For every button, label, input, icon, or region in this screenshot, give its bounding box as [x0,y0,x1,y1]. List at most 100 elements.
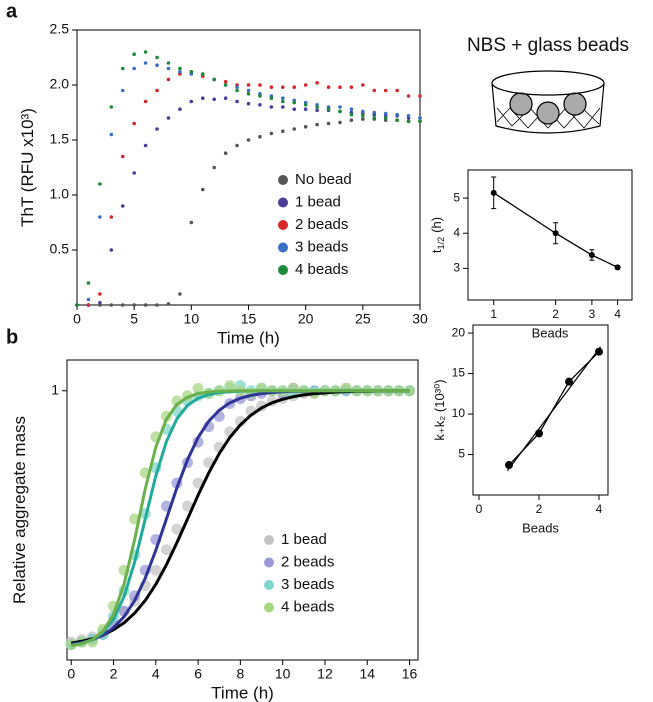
data-point [303,107,308,111]
data-point [361,117,365,121]
legend-label: 1 bead [281,531,327,548]
y-tick-label: 2.5 [50,21,70,37]
y-axis-label-sub: 1/2 [436,237,446,250]
legend-label: 1 bead [295,193,341,210]
data-point [160,544,172,556]
x-tick-label: 5 [130,311,138,327]
data-point [315,81,319,85]
data-point [178,292,182,296]
data-point [258,83,262,87]
plot-frame [66,359,419,661]
x-axis-label: Beads [522,520,559,535]
data-point [372,116,377,120]
data-point [143,143,148,148]
y-tick-label: 15 [452,366,466,380]
data-point [269,105,274,109]
beaker-schematic [491,70,605,134]
x-tick-label: 10 [184,311,200,327]
x-tick-label: 10 [275,666,291,682]
data-point [269,85,274,89]
data-point [361,83,365,87]
legend-swatch [278,220,288,230]
data-point [303,83,308,87]
y-tick-label: 3 [453,261,460,275]
x-tick-label: 12 [317,666,333,682]
data-point [349,85,354,89]
glass-bead [563,92,587,116]
data-point [200,96,205,100]
data-point [281,85,285,89]
x-tick-label: 6 [194,666,202,682]
data-point [166,66,171,71]
data-point [109,105,114,109]
data-point [86,281,91,285]
data-point [143,303,148,307]
beaker-rim [491,70,605,96]
data-point [155,55,159,60]
data-point [155,127,159,131]
data-point [132,121,136,126]
y-tick-label: 20 [452,325,466,339]
data-point [349,118,354,122]
data-point [189,220,194,225]
data-point [224,380,236,392]
data-point [223,151,228,155]
data-point [490,189,497,196]
x-tick-label: 3 [589,307,596,321]
y-tick-label: 1.0 [50,186,70,202]
legend-swatch [264,557,274,568]
data-point [120,66,125,71]
data-point [109,215,114,219]
x-axis-label: Time (h) [217,328,280,347]
legend-label: 2 beads [281,553,334,570]
x-tick-label: 2 [110,666,118,682]
y-tick-label: 10 [452,406,466,420]
data-point [395,118,399,122]
x-tick-label: 4 [152,666,160,682]
plot-frame [76,29,421,306]
data-point [565,377,573,386]
y-axis-label-unit: (h) [429,217,444,233]
x-tick-label: 0 [476,502,483,516]
data-point [212,97,216,102]
data-point [418,116,422,120]
data-point [143,50,148,54]
glass-bead [536,101,560,125]
data-point [292,85,297,89]
legend-label: 4 beads [281,598,334,615]
data-point [246,83,251,87]
data-point [338,120,342,125]
data-point [326,121,331,126]
data-point [178,66,182,71]
legend-swatch [264,535,274,545]
data-point [338,85,342,89]
data-point [182,500,194,512]
data-point [120,154,125,159]
data-point [246,101,251,106]
y-axis-label-main: t [429,249,444,253]
data-point [132,303,136,307]
y-axis-label: ThT (RFU x10³) [18,108,37,227]
data-point [189,70,194,74]
y-tick-label: 2.0 [50,76,70,92]
panel-label: b [6,326,18,348]
data-point [349,107,354,111]
x-tick-label: 4 [596,502,603,516]
legend-swatch [264,602,274,613]
data-point [223,96,228,100]
y-tick-label: 4 [453,225,460,239]
data-point [246,92,251,96]
data-point [189,99,194,104]
x-tick-label: 8 [236,666,244,682]
y-tick-label: 1 [51,381,59,397]
data-point [132,52,136,56]
data-point [595,347,603,356]
data-point [98,292,102,296]
data-point [200,187,205,192]
data-point [281,105,285,109]
x-tick-label: 25 [355,311,371,327]
data-point [383,88,388,93]
data-point [235,88,239,93]
x-tick-label: 0 [67,666,75,682]
data-point [292,127,297,131]
